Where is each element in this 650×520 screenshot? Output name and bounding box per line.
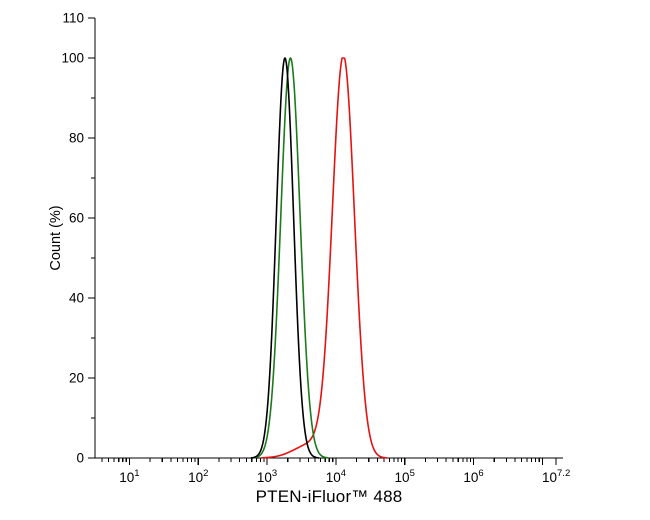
y-tick-label: 110 [62,11,84,26]
x-tick-label: 102 [188,468,208,485]
y-tick-label: 0 [76,451,84,466]
x-tick-label: 105 [395,468,415,485]
y-tick-label: 80 [69,131,84,146]
x-axis-title: PTEN-iFluor™ 488 [255,487,403,506]
x-tick-label: 101 [119,468,139,485]
y-tick-label: 100 [61,51,84,66]
y-tick-label: 20 [69,371,84,386]
y-axis-tick-labels: 0 20 40 60 80 100 110 [61,11,84,466]
y-tick-label: 60 [69,211,84,226]
x-tick-label: 104 [326,468,346,485]
x-axis-ticks [101,458,557,465]
x-tick-label: 107.2 [542,468,570,485]
y-axis-title: Count (%) [48,205,64,271]
black-curve [250,57,320,459]
x-tick-label: 103 [257,468,277,485]
curves [250,57,388,459]
x-tick-label: 106 [463,468,483,485]
axes [94,18,563,459]
red-curve [260,57,388,459]
green-curve [251,57,330,459]
y-axis-ticks [88,17,95,459]
x-axis-tick-labels: 101 102 103 104 105 106 107.2 [119,468,570,485]
y-tick-label: 40 [69,291,84,306]
